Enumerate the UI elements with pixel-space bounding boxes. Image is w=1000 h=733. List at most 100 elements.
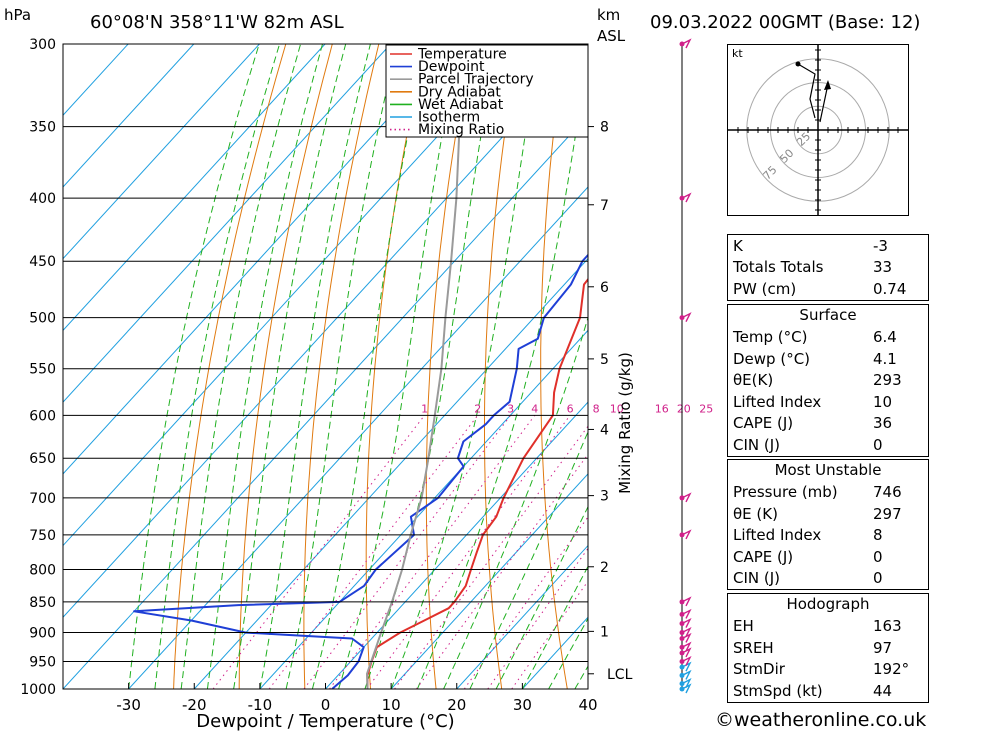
most-unstable-value: 8 — [873, 526, 883, 545]
most-unstable-row: Lifted Index 8 — [728, 525, 928, 547]
wind-barb — [681, 683, 692, 694]
forecast-datetime: 09.03.2022 00GMT (Base: 12) — [650, 12, 921, 33]
hodograph-unit: kt — [732, 47, 743, 60]
most-unstable-label: CIN (J) — [733, 569, 781, 588]
height-tick-label: 2 — [600, 560, 609, 576]
pressure-tick-label: 600 — [29, 408, 56, 424]
height-tick-label: LCL — [607, 667, 633, 683]
surface-row: Dewp (°C) 4.1 — [728, 348, 928, 370]
hodograph-stat-row: StmSpd (kt) 44 — [728, 680, 928, 702]
mixing-ratio-label: 6 — [567, 402, 574, 415]
hodograph-stat-label: EH — [733, 617, 754, 636]
mixing-ratio-label: 3 — [507, 402, 514, 415]
surface-value: 10 — [873, 392, 893, 411]
legend-label: Temperature — [417, 47, 507, 63]
hodograph-end-dot — [795, 61, 801, 67]
wind-barb — [681, 626, 692, 637]
surface-row: θE(K) 293 — [728, 370, 928, 392]
index-label: PW (cm) — [733, 279, 797, 298]
x-tick-label: 30 — [513, 696, 532, 714]
mixing-ratio-label: 10 — [610, 402, 624, 415]
pressure-tick-label: 800 — [29, 562, 56, 578]
pressure-tick-label: 300 — [29, 37, 56, 53]
wet-adiabat-line — [285, 44, 398, 689]
index-row-k: K -3 — [728, 235, 928, 257]
isotherm-line — [63, 44, 260, 260]
wet-adiabat-line — [338, 44, 461, 689]
wind-barb — [681, 632, 692, 643]
legend-label: Isotherm — [418, 110, 480, 126]
legend-label: Parcel Trajectory — [418, 72, 534, 88]
isotherm-line — [63, 44, 523, 547]
x-tick-label: 0 — [321, 696, 331, 714]
index-row-tt: Totals Totals 33 — [728, 257, 928, 279]
x-tick-label: -30 — [116, 696, 141, 714]
pressure-tick-label: 750 — [29, 528, 56, 544]
x-tick-label: -20 — [182, 696, 207, 714]
mixing-ratio-label: 16 — [655, 402, 669, 415]
wind-barb — [681, 596, 692, 607]
wet-adiabat-line — [128, 44, 260, 689]
legend-label: Mixing Ratio — [418, 122, 504, 138]
dry-adiabat-line — [978, 0, 1000, 715]
isotherm-line — [63, 44, 457, 475]
surface-row: Temp (°C) 6.4 — [728, 327, 928, 349]
surface-title: Surface — [799, 306, 857, 324]
hodograph-stat-label: SREH — [733, 638, 774, 657]
wind-barb — [681, 647, 692, 658]
hodograph-trace — [797, 63, 816, 119]
wet-adiabat-line — [180, 44, 302, 689]
surface-value: 0 — [873, 435, 883, 454]
surface-value: 6.4 — [873, 328, 897, 347]
mixing-ratio-axis-label: Mixing Ratio (g/kg) — [616, 352, 634, 494]
wind-barb — [681, 661, 692, 672]
pressure-tick-label: 1000 — [20, 682, 56, 698]
index-label: K — [733, 236, 743, 255]
pressure-tick-label: 500 — [29, 311, 56, 327]
wind-barb — [681, 529, 692, 540]
most-unstable-label: θE (K) — [733, 504, 778, 523]
surface-row: CAPE (J) 36 — [728, 413, 928, 435]
pressure-tick-label: 550 — [29, 362, 56, 378]
isotherm-line — [63, 44, 195, 188]
most-unstable-row: CAPE (J) 0 — [728, 546, 928, 568]
mixing-ratio-line — [487, 547, 588, 689]
mixing-ratio-label: 4 — [531, 402, 538, 415]
height-tick-label: 8 — [600, 120, 609, 136]
dry-adiabat-line — [648, 0, 705, 715]
station-location: 60°08'N 358°11'W 82m ASL — [90, 12, 344, 33]
wind-barb — [681, 38, 692, 49]
legend-label: Wet Adiabat — [418, 97, 504, 113]
surface-row: Lifted Index 10 — [728, 391, 928, 413]
index-value: 33 — [873, 258, 893, 277]
most-unstable-value: 0 — [873, 547, 883, 566]
surface-value: 4.1 — [873, 349, 897, 368]
most-unstable-label: CAPE (J) — [733, 547, 794, 566]
wet-adiabat-line — [521, 565, 588, 689]
mixing-ratio-label: 1 — [421, 402, 428, 415]
mixing-ratio-line — [463, 516, 588, 689]
surface-label: Lifted Index — [733, 392, 822, 411]
axes: 1 2 3 4 6 8 10 16 20 2530035040045050055060065070… — [20, 37, 713, 732]
index-row-pw: PW (cm) 0.74 — [728, 278, 928, 300]
wind-barb — [681, 655, 692, 666]
height-tick-label: 1 — [600, 624, 609, 640]
most-unstable-value: 0 — [873, 569, 883, 588]
surface-label: CAPE (J) — [733, 414, 794, 433]
index-label: Totals Totals — [733, 258, 824, 277]
most-unstable-row: CIN (J) 0 — [728, 568, 928, 590]
hodograph-stat-row: EH 163 — [728, 616, 928, 638]
most-unstable-title: Most Unstable — [774, 461, 882, 479]
surface-label: Temp (°C) — [733, 328, 808, 347]
surface-label: CIN (J) — [733, 435, 781, 454]
pressure-tick-label: 850 — [29, 595, 56, 611]
isotherm-line — [259, 329, 588, 689]
isotherm-line — [325, 401, 588, 689]
surface-value: 293 — [873, 371, 902, 390]
wet-adiabat-line — [233, 44, 347, 689]
storm-motion-vector — [819, 83, 829, 123]
pressure-tick-label: 400 — [29, 191, 56, 207]
wind-barb — [681, 669, 692, 680]
